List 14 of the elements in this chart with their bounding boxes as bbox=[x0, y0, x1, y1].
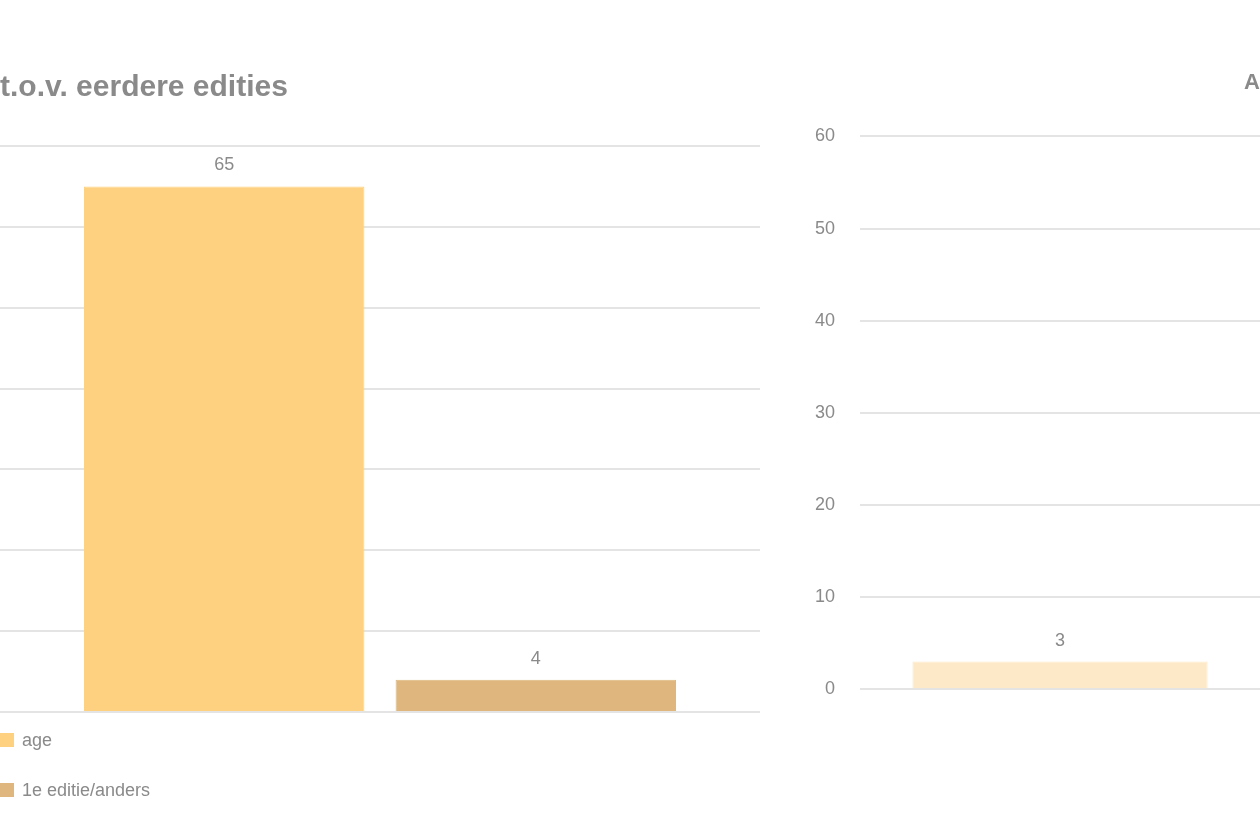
y-tick-label: 20 bbox=[814, 493, 836, 514]
data-label: 3 bbox=[1055, 629, 1066, 650]
data-label: 4 bbox=[530, 647, 541, 668]
y-tick-label: 30 bbox=[814, 401, 836, 422]
y-tick-label: 40 bbox=[814, 309, 836, 330]
y-tick-label: 0 bbox=[825, 678, 836, 699]
legend-label: 1e editie/anders bbox=[22, 779, 151, 801]
data-label: 65 bbox=[214, 154, 235, 175]
legend-label: age bbox=[22, 729, 53, 751]
chart-title: A bbox=[1244, 69, 1260, 95]
chart-title: t.o.v. eerdere edities bbox=[0, 69, 288, 103]
y-tick-label: 60 bbox=[814, 125, 836, 146]
y-tick-label: 10 bbox=[814, 586, 836, 607]
y-tick-label: 50 bbox=[814, 217, 836, 238]
